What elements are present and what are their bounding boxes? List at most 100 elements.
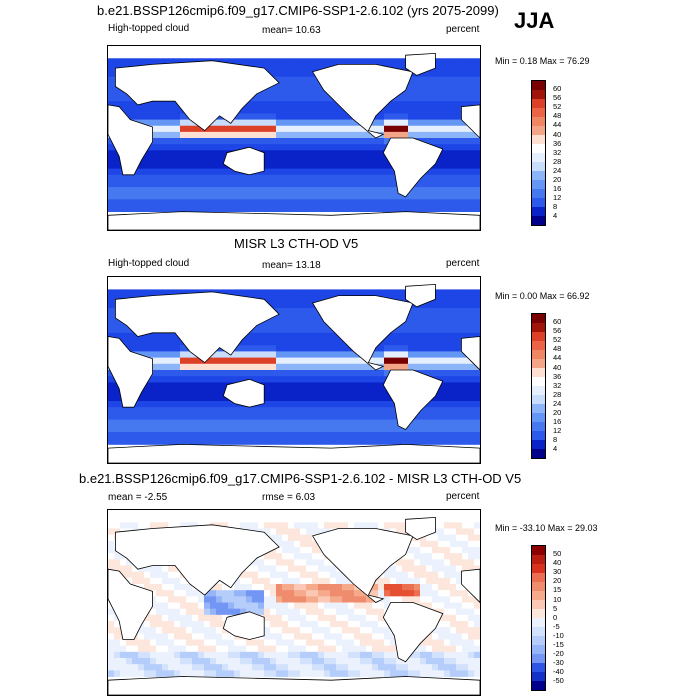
map-cell	[366, 621, 373, 628]
map-cell	[414, 119, 421, 127]
map-cell	[444, 314, 451, 321]
map-cell	[294, 401, 301, 408]
map-cell	[444, 633, 451, 640]
map-cell	[120, 289, 127, 296]
map-cell	[438, 651, 445, 659]
map-cell	[210, 168, 217, 176]
map-cell	[198, 388, 205, 396]
map-cell	[432, 314, 439, 321]
map-cell	[174, 193, 181, 200]
map-cell	[204, 664, 211, 671]
map-cell	[474, 614, 480, 622]
map-cell	[456, 534, 463, 542]
map-cell	[474, 621, 480, 628]
map-cell	[198, 645, 205, 653]
map-cell	[108, 651, 115, 659]
map-cell	[288, 645, 295, 653]
map-cell	[282, 670, 289, 677]
map-cell	[210, 162, 217, 170]
map-cell	[372, 584, 379, 591]
map-cell	[162, 639, 169, 647]
map-cell	[210, 382, 217, 389]
map-cell	[240, 670, 247, 677]
map-cell	[222, 138, 229, 145]
map-cell	[408, 125, 415, 133]
map-cell	[450, 394, 457, 402]
map-cell	[420, 553, 427, 560]
map-cell	[300, 58, 307, 65]
map-cell	[390, 107, 397, 114]
map-cell	[276, 295, 283, 303]
map-cell	[168, 58, 175, 65]
map-cell	[390, 633, 397, 640]
map-cell	[402, 590, 409, 597]
map-cell	[138, 394, 145, 402]
map-cell	[372, 413, 379, 420]
map-cell	[210, 621, 217, 628]
map-cell	[276, 528, 283, 536]
map-cell	[174, 370, 181, 377]
map-cell	[444, 308, 451, 315]
map-cell	[426, 571, 433, 579]
map-cell	[474, 534, 480, 542]
map-cell	[282, 119, 289, 127]
map-cell	[180, 577, 187, 585]
map-cell	[120, 425, 127, 433]
map-cell	[150, 187, 157, 194]
map-cell	[234, 357, 241, 365]
map-cell	[336, 345, 343, 352]
map-cell	[174, 584, 181, 591]
map-cell	[168, 156, 175, 163]
map-cell	[270, 633, 277, 640]
map-cell	[192, 125, 199, 133]
map-cell	[372, 156, 379, 163]
map-cell	[318, 614, 325, 622]
map-cell	[282, 58, 289, 65]
map-cell	[360, 596, 367, 603]
map-cell	[150, 639, 157, 647]
colorbar-tick-label: -15	[553, 640, 564, 649]
map-cell	[426, 357, 433, 365]
map-cell	[312, 180, 319, 188]
map-cell	[474, 388, 480, 396]
colorbar-swatch	[532, 573, 545, 582]
map-cell	[150, 419, 157, 427]
map-cell	[468, 168, 475, 176]
map-cell	[390, 58, 397, 65]
map-cell	[306, 339, 313, 346]
map-cell	[318, 125, 325, 133]
map-cell	[108, 658, 115, 665]
map-cell	[444, 627, 451, 634]
map-cell	[114, 289, 121, 296]
map-cell	[384, 602, 391, 610]
map-cell	[294, 332, 301, 340]
map-cell	[150, 621, 157, 628]
map-cell	[420, 76, 427, 84]
map-cell	[276, 193, 283, 200]
map-cell	[282, 571, 289, 579]
map-cell	[336, 156, 343, 163]
map-cell	[444, 326, 451, 334]
map-cell	[396, 58, 403, 65]
map-cell	[162, 432, 169, 439]
map-cell	[372, 138, 379, 145]
map-cell	[174, 522, 181, 529]
map-cell	[144, 289, 151, 296]
map-cell	[120, 565, 127, 573]
map-cell	[384, 113, 391, 120]
map-cell	[300, 125, 307, 133]
map-cell	[456, 664, 463, 671]
map-cell	[420, 345, 427, 352]
map-cell	[264, 438, 271, 445]
map-cell	[468, 401, 475, 408]
map-cell	[438, 621, 445, 628]
map-cell	[162, 401, 169, 408]
map-cell	[114, 664, 121, 671]
map-cell	[198, 658, 205, 665]
map-cell	[156, 119, 163, 127]
map-cell	[378, 150, 385, 157]
map-cell	[324, 664, 331, 671]
map-cell	[318, 425, 325, 433]
map-cell	[432, 119, 439, 127]
map-cell	[462, 590, 469, 597]
